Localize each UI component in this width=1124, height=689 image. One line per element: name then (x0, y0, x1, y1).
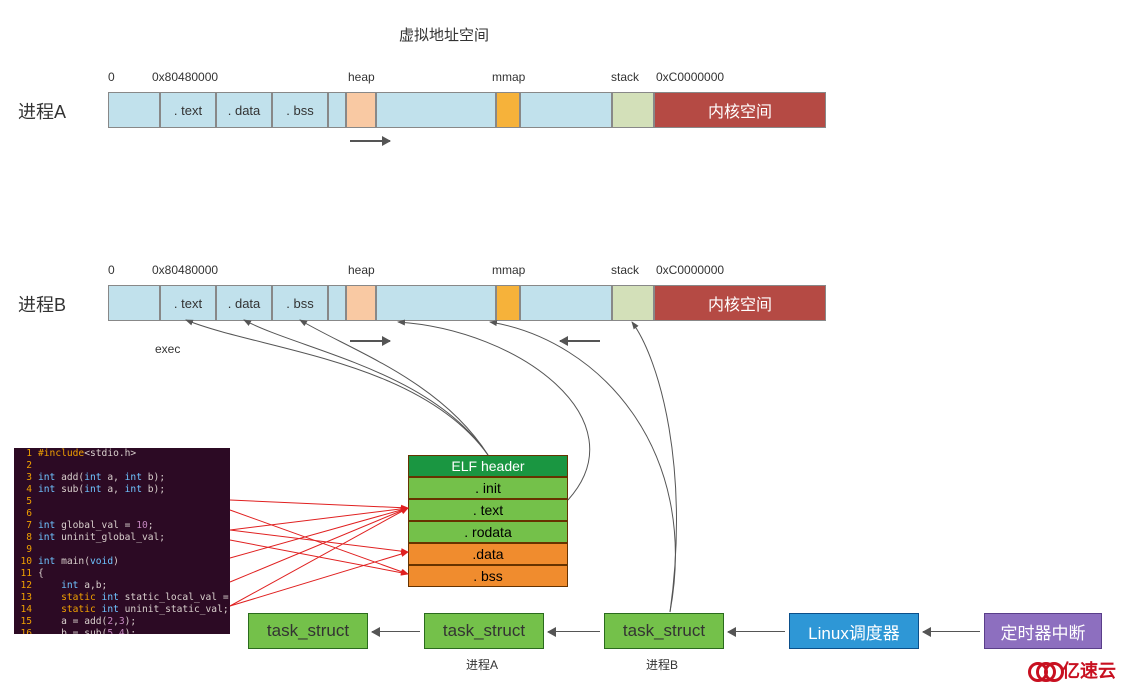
task-struct-box-2: task_struct (424, 613, 544, 649)
link-arrow-1 (372, 631, 420, 632)
heap-grow-arrow-b (350, 340, 390, 342)
stack-grow-arrow-b (560, 340, 600, 342)
link-arrow-4 (923, 631, 980, 632)
watermark-logo-icon (1028, 660, 1056, 680)
code-editor: 1#include<stdio.h>23int add(int a, int b… (14, 448, 230, 634)
scheduler-box: Linux调度器 (789, 613, 919, 649)
memory-bar-a: . text . data . bss 内核空间 (108, 92, 826, 128)
exec-label: exec (155, 342, 180, 356)
proc-b-tag: 进程B (646, 656, 678, 673)
timer-box: 定时器中断 (984, 613, 1102, 649)
task-struct-box-1: task_struct (248, 613, 368, 649)
proc-a-tag: 进程A (466, 656, 498, 673)
link-arrow-2 (548, 631, 600, 632)
watermark-text: 亿速云 (1062, 657, 1116, 683)
link-arrow-3 (728, 631, 785, 632)
elf-box: ELF header . init . text . rodata .data … (408, 455, 568, 587)
watermark: 亿速云 (1028, 657, 1116, 683)
process-b-label: 进程B (18, 291, 66, 317)
heap-grow-arrow-a (350, 140, 390, 142)
task-struct-box-3: task_struct (604, 613, 724, 649)
memory-bar-b: . text . data . bss 内核空间 (108, 285, 826, 321)
diagram-title: 虚拟地址空间 (399, 24, 489, 45)
process-a-label: 进程A (18, 98, 66, 124)
